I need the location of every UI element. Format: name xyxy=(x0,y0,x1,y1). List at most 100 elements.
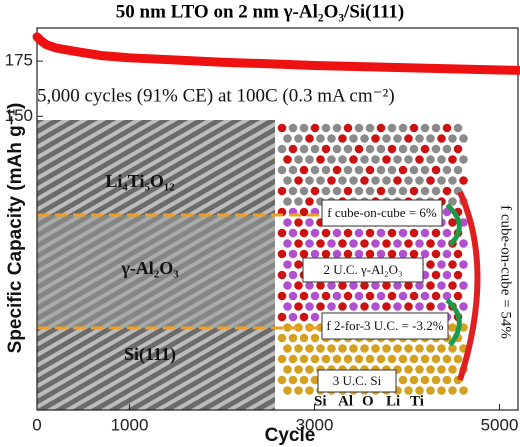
atom xyxy=(431,186,441,196)
atom xyxy=(459,155,468,164)
atom xyxy=(398,228,408,238)
atom xyxy=(299,165,309,175)
atom xyxy=(415,344,424,353)
atom xyxy=(371,239,380,248)
atom xyxy=(310,333,320,343)
atom xyxy=(453,249,463,259)
atom xyxy=(349,176,358,185)
atom xyxy=(343,123,353,133)
atom xyxy=(371,281,380,290)
annotation: 5,000 cycles (91% CE) at 100C (0.3 mA cm… xyxy=(37,85,395,106)
y-axis-title: Specific Capacity (mAh g⁻¹) xyxy=(5,103,26,354)
atom xyxy=(321,123,331,133)
atom xyxy=(277,291,287,301)
atom xyxy=(299,207,309,217)
atom xyxy=(305,239,314,248)
atom xyxy=(305,344,314,353)
atom xyxy=(393,344,402,353)
atom xyxy=(321,165,331,175)
box-label: 3 U.C. Si xyxy=(333,373,382,388)
atom xyxy=(398,354,408,364)
atom xyxy=(343,354,353,364)
tem-label: Si(111) xyxy=(124,344,176,365)
atom xyxy=(327,134,336,143)
atom xyxy=(305,155,314,164)
x-axis-title: Cycle xyxy=(265,425,316,446)
atom xyxy=(365,228,375,238)
atom xyxy=(437,155,446,164)
atom xyxy=(310,186,320,196)
atom xyxy=(382,176,391,185)
chart-title: 50 nm LTO on 2 nm γ-Al₂O₃/Si(111) xyxy=(116,1,404,22)
atom xyxy=(283,344,292,353)
atom xyxy=(343,144,353,154)
atom xyxy=(360,176,369,185)
atom xyxy=(310,228,320,238)
atom xyxy=(382,134,391,143)
x-tick-label: 0 xyxy=(32,415,41,434)
atom xyxy=(404,365,413,374)
atom xyxy=(277,375,287,385)
atom xyxy=(349,302,358,311)
atom xyxy=(442,375,452,385)
atom xyxy=(310,354,320,364)
atom xyxy=(376,144,386,154)
atom xyxy=(382,239,391,248)
arrow xyxy=(457,190,481,381)
atom xyxy=(371,134,380,143)
atom xyxy=(453,144,463,154)
atom xyxy=(415,302,424,311)
label-box xyxy=(317,369,397,393)
atom xyxy=(327,176,336,185)
atom xyxy=(437,281,446,290)
atom xyxy=(294,344,303,353)
y-tick-label: 150 xyxy=(5,106,33,125)
atom xyxy=(305,386,314,395)
atom xyxy=(382,281,391,290)
atom xyxy=(437,386,446,395)
atom xyxy=(338,302,347,311)
atom xyxy=(404,281,413,290)
atom xyxy=(448,323,457,332)
atom xyxy=(365,186,375,196)
atom xyxy=(316,239,325,248)
atom xyxy=(294,155,303,164)
atom xyxy=(431,291,441,301)
atom xyxy=(420,123,430,133)
atom xyxy=(365,123,375,133)
atom xyxy=(305,134,314,143)
atom xyxy=(448,260,457,269)
atom xyxy=(448,197,457,206)
atom xyxy=(382,302,391,311)
atom xyxy=(327,281,336,290)
atom xyxy=(343,291,353,301)
atom xyxy=(288,291,298,301)
atom xyxy=(294,260,303,269)
atom xyxy=(420,165,430,175)
atom xyxy=(360,239,369,248)
atom xyxy=(299,186,309,196)
atom xyxy=(283,365,292,374)
atom xyxy=(420,354,430,364)
atom xyxy=(343,228,353,238)
atom xyxy=(283,134,292,143)
atom xyxy=(283,239,292,248)
atom xyxy=(453,165,463,175)
element-legend: Si xyxy=(314,393,327,409)
atom xyxy=(453,270,463,280)
atom xyxy=(459,302,468,311)
atom xyxy=(354,186,364,196)
atom xyxy=(404,302,413,311)
atom xyxy=(327,239,336,248)
arrow xyxy=(445,203,462,247)
atom xyxy=(420,144,430,154)
atom xyxy=(393,155,402,164)
atom xyxy=(288,123,298,133)
atom xyxy=(365,291,375,301)
atom xyxy=(409,375,419,385)
atom xyxy=(398,291,408,301)
atom xyxy=(332,144,342,154)
atom xyxy=(294,239,303,248)
plot-frame xyxy=(36,27,519,411)
